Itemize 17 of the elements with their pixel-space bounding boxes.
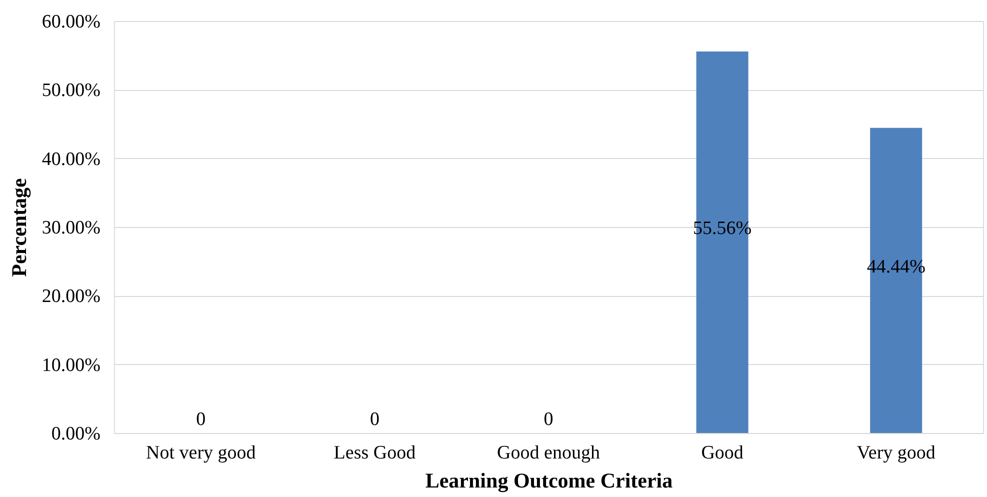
y-tick-label: 10.00% [42, 354, 101, 376]
y-axis-title: Percentage [6, 178, 31, 277]
y-tick-label: 30.00% [42, 218, 101, 238]
y-tick-label: 60.00% [42, 12, 101, 32]
data-label: 0 [544, 409, 554, 430]
y-tick-label: 40.00% [42, 148, 101, 170]
y-tick-label: 20.00% [42, 286, 101, 308]
x-tick-label: Good enough [497, 442, 600, 464]
x-tick-label: Good [701, 442, 744, 464]
x-tick-label: Not very good [146, 442, 256, 464]
x-axis-title: Learning Outcome Criteria [425, 468, 674, 492]
y-tick-label: 50.00% [42, 80, 101, 102]
x-tick-label: Very good [856, 442, 936, 464]
data-label: 0 [196, 409, 206, 430]
data-label: 0 [370, 409, 380, 430]
y-tick-label: 0.00% [51, 424, 101, 444]
x-tick-label: Less Good [334, 442, 416, 464]
